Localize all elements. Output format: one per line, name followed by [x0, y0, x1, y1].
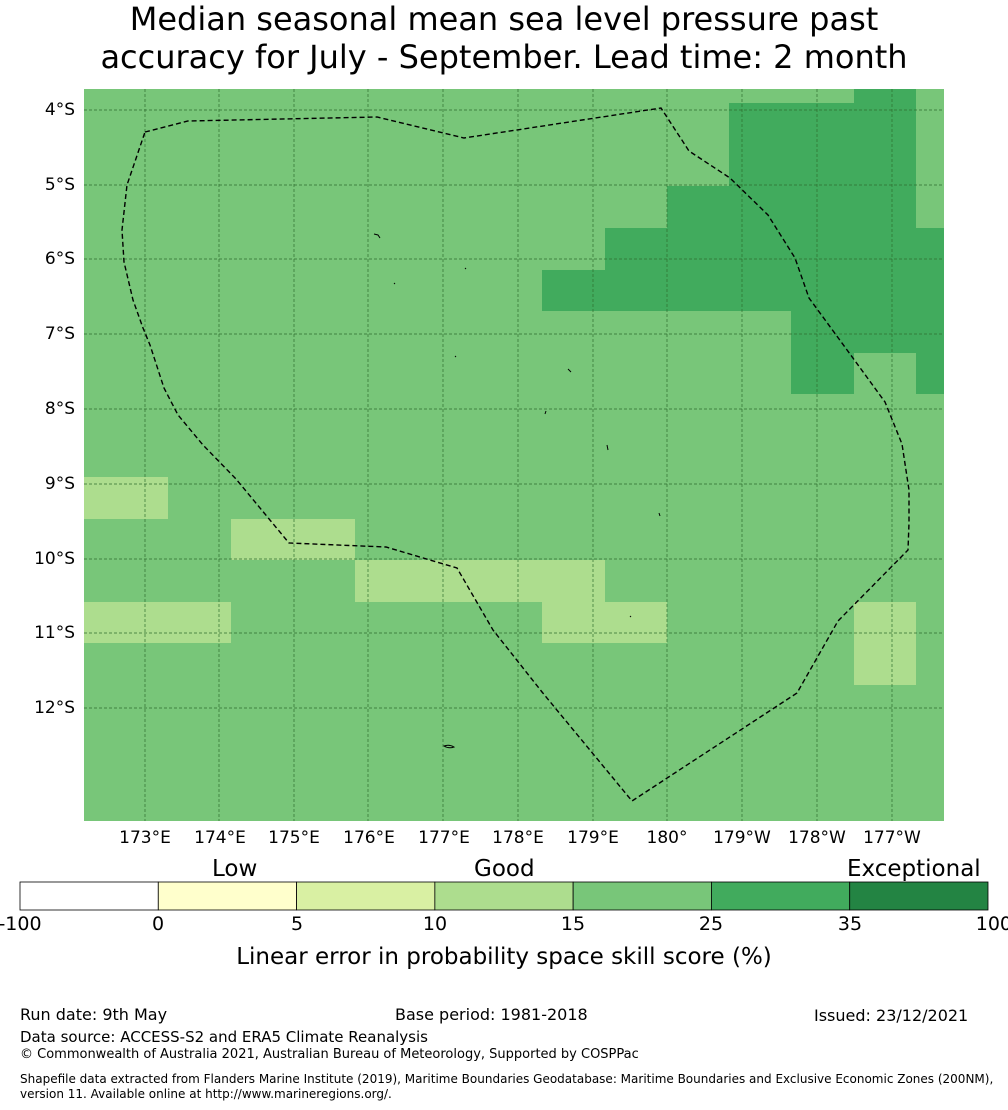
lat-label: 7°S: [44, 324, 75, 344]
colorbar-tick: 0: [151, 913, 165, 935]
skill-cell: [231, 519, 355, 560]
skill-cell: [729, 103, 916, 186]
lon-label: 177°W: [863, 828, 921, 848]
skill-cell: [667, 186, 916, 228]
island-outline: [544, 410, 547, 415]
lat-label: 8°S: [44, 399, 75, 419]
lon-label: 176°E: [343, 828, 395, 848]
island-outline: [393, 282, 396, 285]
colorbar-category-exceptional: Exceptional: [847, 856, 981, 882]
skill-cell: [542, 270, 729, 311]
colorbar-category-good: Good: [474, 856, 535, 882]
skill-cell: [729, 270, 944, 311]
lat-label: 6°S: [44, 249, 75, 269]
shapefile-credit-line-1: Shapefile data extracted from Flanders M…: [20, 1072, 994, 1086]
issued-date: Issued: 23/12/2021: [814, 1006, 969, 1025]
colorbar-axis-label: Linear error in probability space skill …: [236, 944, 772, 970]
skill-cell: [916, 353, 944, 394]
skill-cell: [791, 353, 854, 394]
lon-label: 173°E: [119, 828, 171, 848]
lat-label: 11°S: [34, 623, 75, 643]
colorbar-swatch: [849, 881, 989, 911]
lat-label: 9°S: [44, 474, 75, 494]
lat-label: 12°S: [34, 698, 75, 718]
island-outline: [373, 233, 381, 239]
island-outline: [442, 744, 456, 749]
colorbar-swatches: [19, 881, 989, 911]
colorbar-swatch: [19, 881, 159, 911]
colorbar-tick: 10: [422, 913, 448, 935]
lon-label: 178°W: [788, 828, 846, 848]
colorbar-swatch: [434, 881, 574, 911]
lon-label: 178°E: [492, 828, 544, 848]
skill-grid-cells: [84, 89, 944, 821]
skill-cell: [854, 602, 916, 685]
lon-label: 177°E: [418, 828, 470, 848]
lon-label: 180°: [646, 828, 688, 848]
run-date: Run date: 9th May: [20, 1005, 168, 1024]
colorbar-swatch: [157, 881, 297, 911]
colorbar-swatch: [572, 881, 712, 911]
map-title-line-2: accuracy for July - September. Lead time…: [100, 38, 908, 76]
graticule-lines: [84, 89, 944, 821]
map-title-line-1: Median seasonal mean sea level pressure …: [129, 0, 879, 38]
lon-label: 174°E: [194, 828, 246, 848]
skill-cell: [84, 602, 231, 643]
lon-label: 175°E: [268, 828, 320, 848]
island-outline: [567, 368, 572, 373]
skill-cell: [84, 477, 168, 519]
skill-score-map: [84, 89, 944, 821]
base-period: Base period: 1981-2018: [395, 1005, 588, 1024]
skill-cell: [355, 560, 605, 602]
colorbar-tick: 100: [975, 913, 1008, 935]
lat-label: 4°S: [44, 100, 75, 120]
island-outline: [606, 444, 609, 451]
lon-label: 179°E: [567, 828, 619, 848]
lat-label: 10°S: [34, 549, 75, 569]
copyright-notice: © Commonwealth of Australia 2021, Austra…: [20, 1047, 639, 1062]
island-outline: [454, 355, 457, 358]
data-source: Data source: ACCESS-S2 and ERA5 Climate …: [20, 1028, 428, 1046]
colorbar-swatch: [296, 881, 436, 911]
island-outline: [629, 615, 632, 618]
colorbar-tick: -100: [0, 913, 42, 935]
lat-label: 5°S: [44, 175, 75, 195]
skill-cell: [854, 89, 916, 103]
colorbar-tick: 5: [290, 913, 304, 935]
island-outlines: [373, 233, 661, 749]
colorbar-tick: 15: [560, 913, 586, 935]
colorbar-swatch: [711, 881, 851, 911]
skill-cell: [542, 602, 667, 643]
island-outline: [658, 512, 661, 517]
skill-cell: [791, 311, 916, 353]
colorbar-category-low: Low: [212, 856, 258, 882]
skill-cell: [605, 228, 944, 270]
colorbar: [19, 881, 989, 911]
eez-boundary: [121, 107, 910, 802]
colorbar-tick: 25: [698, 913, 724, 935]
shapefile-credit-line-2: version 11. Available online at http://w…: [20, 1087, 392, 1101]
lon-label: 179°W: [713, 828, 771, 848]
island-outline: [464, 267, 467, 270]
colorbar-tick: 35: [837, 913, 863, 935]
